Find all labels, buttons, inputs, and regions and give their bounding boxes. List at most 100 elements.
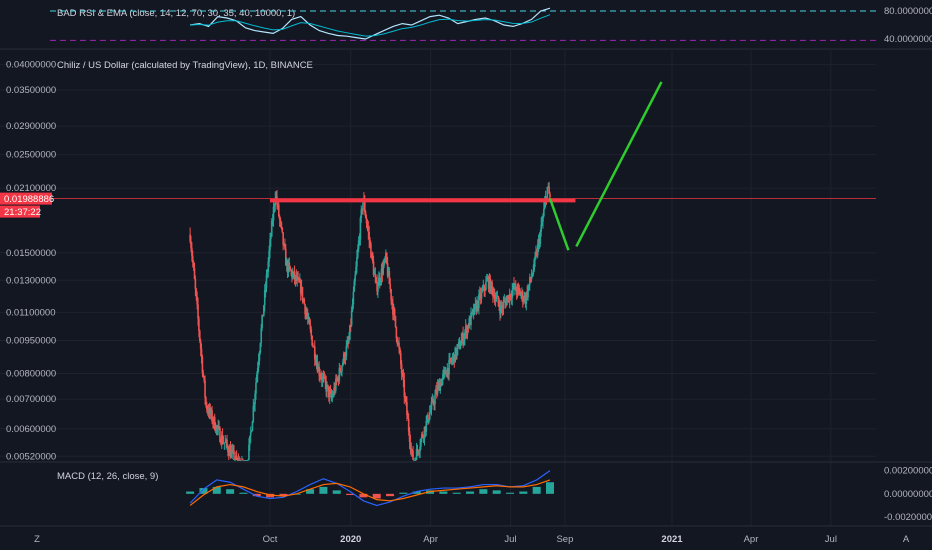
candle-body	[524, 295, 527, 304]
candle-body	[377, 285, 379, 292]
candle-body	[428, 412, 431, 420]
candle-body	[320, 376, 322, 378]
candle-body	[362, 198, 364, 211]
candle-body	[421, 434, 423, 439]
candle-body	[192, 262, 195, 269]
candle-body	[306, 316, 309, 319]
candle-body	[234, 460, 236, 461]
candle-body	[449, 358, 451, 360]
macd-histogram-bar	[466, 491, 475, 494]
candle-body	[359, 218, 362, 240]
candle-body	[336, 377, 339, 381]
candle-body	[247, 460, 249, 461]
last-price-badge	[0, 192, 52, 205]
candle-body	[474, 303, 477, 305]
candle-body	[335, 378, 337, 391]
candle-body	[361, 209, 363, 211]
candle-body	[529, 277, 532, 280]
candle-body	[204, 380, 206, 398]
candle-body	[416, 449, 419, 452]
time-axis: Oct 2020 Apr Jul Sep 2021 Apr Jul	[263, 534, 837, 545]
candle-body	[446, 368, 449, 377]
candle-body	[450, 358, 452, 361]
candle-body	[227, 445, 229, 452]
rsi-ema-line	[190, 14, 551, 37]
candle-body	[351, 304, 354, 311]
candle-body	[226, 439, 228, 446]
candle-body	[381, 268, 384, 275]
candle-body	[489, 277, 492, 293]
macd-histogram-bar	[545, 482, 554, 494]
candle-body	[384, 259, 386, 261]
candle-body	[229, 448, 232, 458]
candle-body	[538, 238, 541, 244]
candle-body	[309, 324, 312, 330]
candle-body	[308, 318, 311, 325]
candle-body	[284, 248, 287, 266]
candle-body	[277, 204, 279, 206]
candle-body	[523, 295, 526, 301]
candle-body	[233, 450, 235, 460]
candle-body	[345, 345, 348, 357]
candle-body	[391, 299, 393, 303]
candle-body	[282, 232, 284, 245]
candle-body	[464, 326, 467, 333]
candle-body	[356, 248, 359, 258]
candle-body	[284, 243, 286, 249]
candle-body	[365, 218, 368, 224]
candle-body	[291, 271, 293, 278]
countdown-badge	[0, 205, 40, 218]
candle-body	[437, 382, 440, 386]
candle-body	[516, 286, 519, 295]
candle-body	[382, 265, 385, 275]
candle-body	[421, 434, 424, 437]
candle-body	[471, 311, 473, 313]
candle-body	[290, 270, 292, 272]
candle-body	[304, 304, 306, 315]
candle-body	[241, 459, 244, 461]
rsi-indicator-title: BAD RSI & EMA (close, 14, 12, 70, 30, 35…	[57, 8, 295, 19]
candle-body	[396, 338, 399, 344]
candle-body	[470, 312, 472, 325]
candle-body	[195, 288, 198, 297]
candle-body	[268, 250, 270, 262]
x-tick-label: Jul	[825, 534, 837, 545]
candle-body	[251, 421, 254, 432]
candle-body	[475, 303, 478, 312]
candle-body	[256, 374, 258, 383]
candle-body	[511, 290, 514, 299]
candle-body	[379, 280, 382, 283]
macd-histogram-bar	[186, 491, 195, 494]
candle-body	[244, 460, 247, 461]
candle-body	[364, 212, 367, 219]
candle-body	[337, 377, 340, 381]
candle-body	[249, 435, 251, 445]
y-tick-label: 0.00520000	[6, 451, 56, 462]
candle-body	[466, 326, 469, 335]
candle-body	[456, 348, 458, 357]
macd-lines	[189, 470, 551, 507]
candle-body	[399, 348, 401, 354]
candle-body	[426, 414, 428, 421]
candle-body	[199, 340, 202, 349]
y-tick-label: 0.00800000	[6, 369, 56, 380]
candle-body	[462, 333, 464, 344]
macd-histogram-bar	[452, 492, 461, 494]
candle-body	[213, 416, 216, 430]
timezone-icon[interactable]: Z	[34, 534, 40, 545]
candle-body	[531, 274, 534, 277]
candle-body	[527, 287, 529, 298]
candle-body	[256, 368, 259, 375]
candle-body	[539, 231, 542, 244]
candle-body	[514, 283, 517, 291]
candle-body	[211, 410, 213, 422]
candle-body	[457, 341, 460, 345]
candle-body	[270, 220, 273, 237]
candle-body	[232, 450, 234, 451]
auto-scale-icon[interactable]: A	[903, 534, 910, 545]
candle-body	[498, 302, 500, 308]
candle-body	[386, 263, 389, 276]
candle-body	[201, 356, 204, 373]
candle-body	[483, 285, 485, 291]
